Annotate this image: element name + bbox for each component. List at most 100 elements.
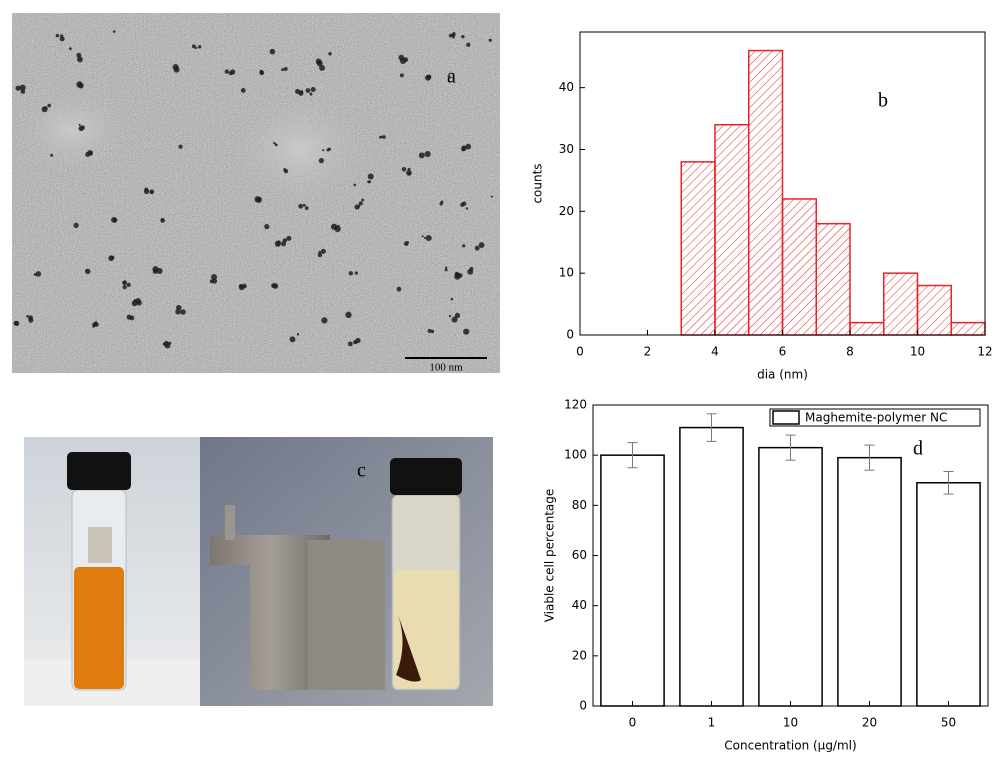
particle [33,272,37,276]
particle [322,149,325,152]
particle [318,157,325,164]
x-tick-label: 0 [629,716,637,730]
panel-label: b [878,90,888,112]
histogram-bar [883,272,919,336]
particle [280,241,287,247]
particle [430,329,435,334]
y-tick-label: 30 [559,142,574,156]
particle [317,252,323,258]
tem-image: 100 nm a [12,13,500,374]
particle [454,312,461,319]
y-tick-label: 80 [572,498,587,512]
x-tick-label: 10 [910,345,925,359]
particle [418,152,425,159]
particle [259,70,265,76]
deposit [396,615,421,682]
particle [451,33,456,38]
y-tick-label: 20 [559,204,574,218]
scale-bar-label: 100 nm [429,362,463,374]
particle [399,73,404,78]
particle [321,317,328,324]
particle [396,286,402,292]
legend-swatch [772,410,800,425]
particle [173,66,180,73]
x-tick-label: 0 [576,345,584,359]
x-tick-label: 2 [644,345,652,359]
legend-label: Maghemite-polymer NC [805,411,947,425]
bar [679,426,744,707]
particle [462,244,466,248]
particle [273,141,276,145]
particle [382,135,386,139]
particle [345,311,352,319]
particle [450,297,454,301]
particle [401,166,407,172]
magnet [308,540,385,690]
y-axis-label: counts [531,163,545,203]
particle [447,74,451,78]
particle [160,218,166,223]
particle [455,272,461,278]
particle [78,83,84,89]
particle [490,195,493,198]
particle [302,203,306,207]
particle [79,83,82,86]
particle [149,189,155,195]
histogram-bar [950,321,986,336]
particle [264,224,270,230]
particle [465,143,472,150]
particle [355,337,361,344]
particle [488,38,492,42]
particle [461,201,467,206]
y-axis-label: Viable cell percentage [543,489,557,623]
particle [298,203,304,209]
x-tick-label: 4 [711,345,719,359]
particle [319,64,326,71]
x-axis-label: Concentration (μg/ml) [724,739,856,753]
photo: c [24,437,493,706]
y-tick-label: 0 [579,699,587,713]
particle [474,245,480,251]
particle [126,314,132,320]
histogram-bar [849,321,885,336]
particle [358,201,363,206]
particle [330,223,338,230]
particle [465,207,469,210]
particle [178,144,183,149]
particle [175,309,181,315]
particle [191,44,196,49]
bar [916,482,981,707]
panel-label: c [357,460,366,482]
particle [461,145,467,152]
particle [144,187,149,192]
particle [304,206,309,211]
particle [180,309,186,315]
particle [318,250,322,254]
particle [274,240,281,247]
bar [758,446,823,707]
x-axis-label: dia (nm) [757,368,808,382]
particle [320,248,326,254]
legend-box [769,408,981,427]
particle [310,87,316,93]
y-tick-label: 40 [572,598,587,612]
particle [136,300,142,306]
particle [300,90,304,93]
tem-noise [12,13,500,373]
particle [85,152,91,157]
x-tick-label: 8 [846,345,854,359]
x-tick-label: 1 [708,716,716,730]
particle [242,283,247,289]
particle [328,51,332,56]
y-tick-label: 120 [564,398,587,412]
bar [600,454,665,707]
particle [358,205,361,208]
particle [463,328,470,335]
particle [448,33,453,38]
particle [448,314,452,318]
particle [94,322,99,327]
particle [309,92,313,96]
particle [20,89,26,94]
particle [326,148,330,152]
